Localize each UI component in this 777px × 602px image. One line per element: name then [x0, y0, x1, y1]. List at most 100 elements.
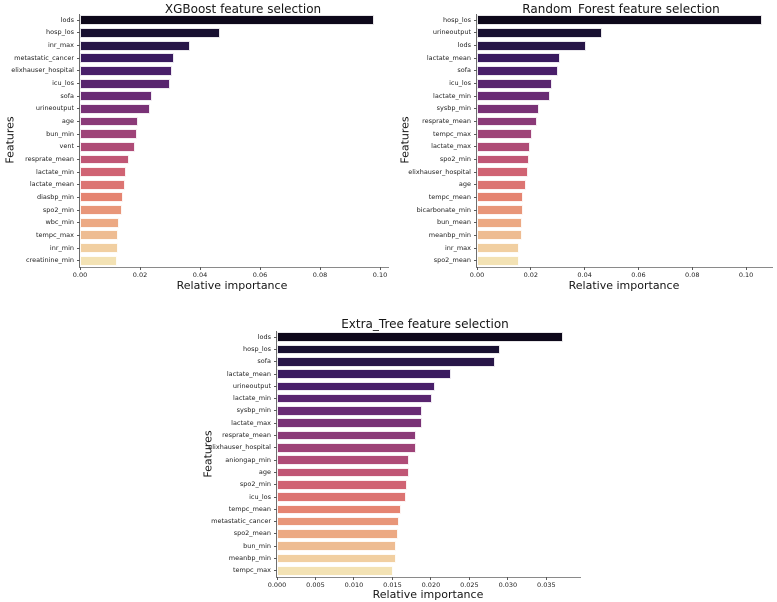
y-tick-mark	[474, 32, 477, 34]
bar	[277, 455, 410, 465]
y-tick-mark	[474, 234, 477, 236]
feature-label: meanbp_min	[428, 230, 471, 239]
y-tick-mark	[77, 32, 80, 34]
feature-label: lods	[257, 332, 271, 341]
feature-label: lactate_mean	[226, 369, 271, 378]
bar	[277, 344, 501, 355]
x-tick-label: 0.02	[132, 271, 148, 279]
y-tick-mark	[474, 171, 477, 173]
feature-label: spo2_min	[439, 154, 471, 163]
feature-label: bicarbonate_min	[416, 205, 471, 214]
feature-label: inr_max	[444, 243, 471, 252]
y-tick-mark	[77, 83, 80, 85]
x-tick-label: 0.08	[685, 271, 700, 279]
x-tick-mark	[468, 577, 470, 580]
feature-label: wbc_min	[45, 218, 74, 227]
feature-label: icu_los	[249, 492, 271, 501]
y-tick-mark	[274, 521, 277, 523]
feature-label: metastatic_cancer	[14, 53, 74, 62]
x-tick-label: 0.04	[577, 271, 592, 279]
y-tick-mark	[274, 447, 277, 449]
bar	[80, 129, 137, 140]
x-tick-label: 0.10	[372, 271, 388, 279]
x-tick-label: 0.030	[498, 581, 518, 589]
feature-label: lactate_mean	[29, 180, 74, 189]
x-tick-mark	[507, 577, 509, 580]
x-tick-mark	[79, 267, 81, 270]
y-tick-mark	[474, 57, 477, 59]
x-tick-mark	[353, 577, 355, 580]
x-tick-label: 0.00	[469, 271, 485, 279]
bar	[277, 553, 396, 564]
x-tick-label: 0.010	[344, 581, 364, 589]
y-tick-mark	[274, 459, 277, 461]
feature-label: vent	[59, 142, 74, 151]
x-tick-mark	[276, 577, 278, 580]
feature-label: lactate_min	[433, 91, 471, 100]
x-tick-mark	[584, 267, 586, 270]
bar	[80, 192, 124, 203]
x-tick-mark	[745, 267, 747, 270]
feature-label: lactate_mean	[426, 53, 471, 62]
bar	[277, 529, 398, 539]
bar	[277, 479, 408, 490]
bar	[477, 255, 519, 266]
y-tick-mark	[274, 496, 277, 498]
feature-label: icu_los	[449, 79, 471, 88]
y-tick-mark	[77, 234, 80, 236]
bar	[277, 443, 416, 453]
x-tick-label: 0.06	[252, 271, 268, 279]
x-tick-mark	[314, 577, 316, 580]
bar	[477, 65, 558, 76]
y-tick-mark	[474, 222, 477, 224]
feature-label: spo2_mean	[233, 529, 271, 538]
bar	[80, 154, 129, 165]
feature-label: resprate_mean	[25, 154, 74, 163]
x-tick-label: 0.000	[267, 581, 287, 589]
bar	[477, 53, 561, 64]
x-tick-label: 0.04	[192, 271, 208, 279]
bar	[477, 141, 530, 152]
y-tick-mark	[274, 410, 277, 412]
x-tick-mark	[637, 267, 639, 270]
y-tick-mark	[274, 435, 277, 437]
feature-label: sofa	[457, 66, 471, 75]
bar	[277, 369, 451, 379]
feature-label: metastatic_cancer	[211, 517, 271, 526]
bar	[477, 179, 526, 190]
bar	[477, 78, 553, 89]
feature-label: resprate_mean	[422, 117, 471, 126]
bar	[80, 28, 220, 38]
plot-area: lods hosp_los sofa lactate_mean urineoutput l…	[208, 331, 581, 589]
y-tick-mark	[77, 121, 80, 123]
feature-label: aniongap_min	[225, 455, 271, 464]
feature-label: hosp_los	[45, 28, 74, 37]
y-tick-mark	[474, 196, 477, 198]
feature-label: spo2_min	[42, 205, 74, 214]
feature-label: tempc_max	[233, 566, 271, 575]
bar	[277, 406, 423, 416]
feature-label: sysbp_min	[236, 406, 271, 415]
x-tick-mark	[391, 577, 393, 580]
feature-label: tempc_mean	[428, 192, 471, 201]
bar	[80, 255, 117, 266]
y-tick-mark	[474, 158, 477, 160]
y-axis-label: Features	[201, 430, 215, 478]
feature-label: tempc_max	[433, 129, 471, 138]
y-axis-label: Features	[398, 116, 412, 164]
y-tick-mark	[474, 133, 477, 135]
feature-label: lactate_max	[431, 142, 471, 151]
plot-area: lods hosp_los inr_max metastatic_cancer elix…	[11, 14, 389, 279]
y-tick-mark	[77, 70, 80, 72]
y-tick-mark	[474, 45, 477, 47]
x-tick-label: 0.035	[537, 581, 556, 589]
feature-label: diasbp_min	[36, 192, 74, 201]
bar	[277, 418, 422, 429]
y-tick-mark	[77, 133, 80, 135]
y-tick-mark	[77, 19, 80, 21]
feature-label: sofa	[257, 357, 271, 366]
bar	[277, 492, 407, 502]
y-tick-mark	[474, 70, 477, 72]
